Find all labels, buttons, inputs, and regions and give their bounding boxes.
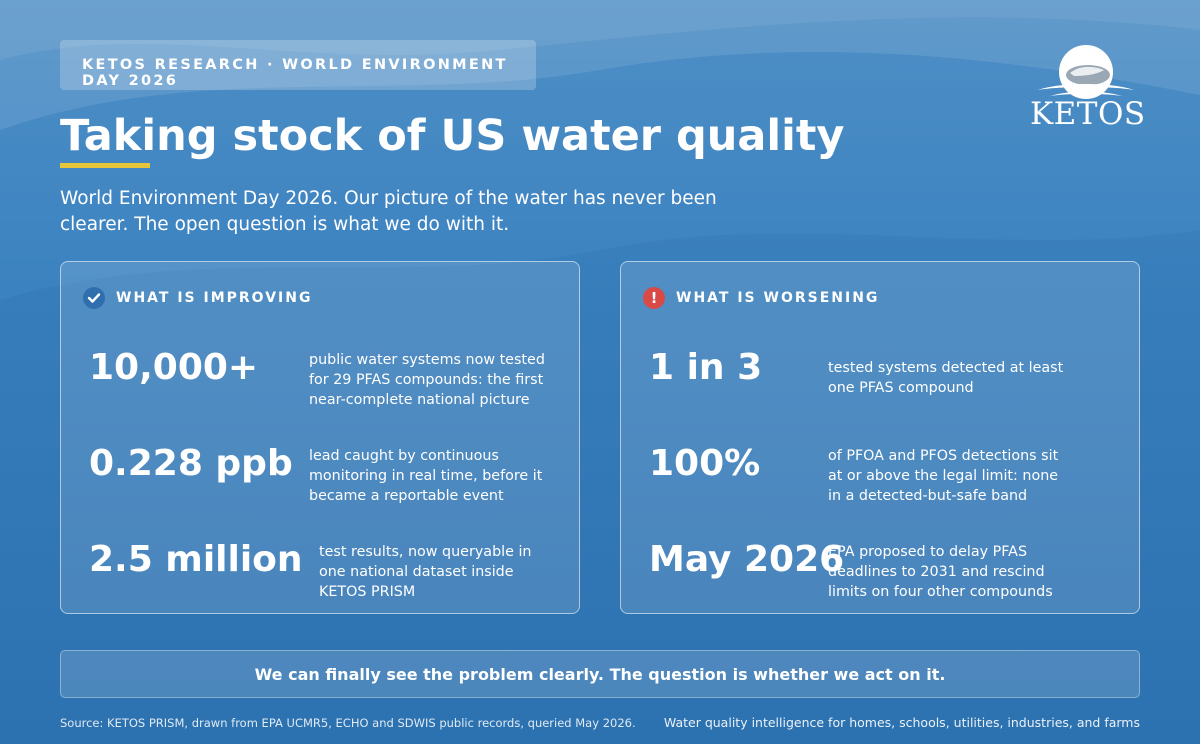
improving-panel: WHAT IS IMPROVING 10,000+ public water s… xyxy=(60,261,580,614)
stat-description: public water systems now tested for 29 P… xyxy=(309,352,545,408)
improving-stat-1: 10,000+ public water systems now tested … xyxy=(61,346,579,416)
page-subtitle: World Environment Day 2026. Our picture … xyxy=(60,188,717,235)
worsening-stat-2: 100% of PFOA and PFOS detections sit at … xyxy=(621,442,1139,512)
logo-wordmark: KETOS xyxy=(1030,96,1146,132)
worsening-stat-1: 1 in 3 tested systems detected at least … xyxy=(621,346,1139,416)
stat-value: 1 in 3 xyxy=(649,347,763,388)
improving-header: WHAT IS IMPROVING xyxy=(83,287,312,309)
worsening-title: WHAT IS WORSENING xyxy=(676,290,880,306)
stat-description: tested systems detected at least one PFA… xyxy=(828,360,1064,396)
alert-icon: ! xyxy=(643,287,665,309)
call-to-action-banner: We can finally see the problem clearly. … xyxy=(60,650,1140,698)
worsening-panel: ! WHAT IS WORSENING 1 in 3 tested system… xyxy=(620,261,1140,614)
stat-value: 100% xyxy=(649,443,761,484)
stat-description: EPA proposed to delay PFAS deadlines to … xyxy=(828,544,1053,600)
worsening-header: ! WHAT IS WORSENING xyxy=(643,287,879,309)
stat-value: 10,000+ xyxy=(89,347,259,388)
footer-tagline: Water quality intelligence for homes, sc… xyxy=(663,715,1140,730)
water-drop-icon xyxy=(1038,45,1134,99)
stat-description: of PFOA and PFOS detections sit at or ab… xyxy=(828,448,1059,504)
kicker-banner: KETOS RESEARCH · WORLD ENVIRONMENT DAY 2… xyxy=(60,40,536,90)
stat-description: lead caught by continuous monitoring in … xyxy=(309,448,543,504)
ketos-logo: KETOS xyxy=(1030,38,1146,134)
check-icon xyxy=(83,287,105,309)
stat-value: May 2026 xyxy=(649,539,845,580)
stat-value: 2.5 million xyxy=(89,539,303,580)
footer-source: Source: KETOS PRISM, drawn from EPA UCMR… xyxy=(60,716,636,730)
title-underline xyxy=(60,163,150,168)
improving-stat-2: 0.228 ppb lead caught by continuous moni… xyxy=(61,442,579,512)
improving-stat-3: 2.5 million test results, now queryable … xyxy=(61,538,579,608)
worsening-stat-3: May 2026 EPA proposed to delay PFAS dead… xyxy=(621,538,1139,608)
improving-title: WHAT IS IMPROVING xyxy=(116,290,313,306)
page-title: Taking stock of US water quality xyxy=(60,111,845,161)
stat-value: 0.228 ppb xyxy=(89,443,293,484)
stat-description: test results, now queryable in one natio… xyxy=(319,544,532,600)
